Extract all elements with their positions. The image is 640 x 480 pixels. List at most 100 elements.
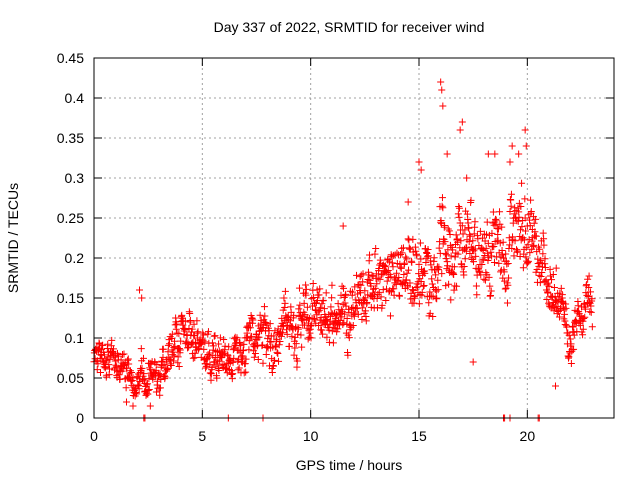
data-point [300,299,308,307]
data-point [103,356,111,364]
data-point [567,359,575,367]
data-point [433,295,441,303]
data-point [416,239,424,247]
data-point [111,357,119,365]
data-point [483,218,491,226]
data-point [543,296,551,304]
data-point [378,301,386,309]
data-point [105,361,113,369]
data-points [90,78,596,422]
data-point [545,299,553,307]
data-point [124,356,132,364]
x-tick-label: 20 [520,428,536,444]
data-point [521,195,529,203]
data-point-peak [437,78,445,86]
data-point [143,381,151,389]
data-point [485,253,493,261]
data-point-peak [506,158,514,166]
data-point [156,370,164,378]
data-point [177,337,185,345]
data-point [459,230,467,238]
data-point [502,250,510,258]
data-point [349,288,357,296]
data-point [503,260,511,268]
data-point [260,303,268,311]
data-point [188,339,196,347]
data-point [461,226,469,234]
data-point [424,252,432,260]
data-point [281,287,289,295]
data-point [126,367,134,375]
data-point [417,278,425,286]
data-point [503,299,511,307]
data-point [164,364,172,372]
data-point [514,247,522,255]
data-point [375,288,383,296]
data-point [427,292,435,300]
data-point [551,304,559,312]
data-point [403,269,411,277]
data-point [432,271,440,279]
data-point [506,208,514,216]
data-point [415,270,423,278]
data-point [536,245,544,253]
data-point [563,323,571,331]
data-point [508,244,516,252]
data-point [528,245,536,253]
plot-frame [93,57,615,419]
data-point [274,349,282,357]
data-point [250,353,258,361]
data-point [261,312,269,320]
data-point-peak [438,86,446,94]
data-point [581,313,589,321]
data-point [463,244,471,252]
data-point-peak [123,398,130,406]
data-point [318,326,325,334]
data-point [229,346,237,354]
data-point [455,204,463,212]
data-point [546,272,554,280]
data-point [442,251,450,259]
data-point [420,281,428,289]
data-point [532,215,540,223]
data-point [529,242,537,250]
data-point [527,208,535,216]
data-point [202,364,210,372]
data-point [355,280,363,288]
data-point [340,293,348,301]
data-point [171,321,179,329]
data-point [528,237,536,245]
data-point [428,280,436,288]
data-point [548,276,556,284]
data-point [292,340,300,348]
data-point [444,225,452,233]
data-point [229,370,237,378]
data-point [376,275,384,283]
data-point [307,334,315,342]
data-point [281,299,289,307]
chart-title: Day 337 of 2022, SRMTID for receiver win… [214,19,485,35]
data-point [417,255,425,263]
data-point [100,351,108,359]
data-point [225,343,233,351]
data-point [424,245,432,253]
data-point [480,256,488,264]
data-point [533,266,541,274]
data-point [373,280,381,288]
data-point-peak [484,150,492,158]
data-point [460,263,468,271]
data-point-peak [439,102,447,110]
data-point [216,334,224,342]
data-point [587,302,595,310]
data-point [415,300,423,308]
data-point [458,222,466,230]
data-point [370,285,377,293]
data-point [548,293,556,301]
data-point [301,311,309,319]
data-point [373,304,381,312]
data-point [187,340,195,348]
data-point [239,354,247,362]
data-point [502,284,510,292]
data-point [543,281,551,289]
